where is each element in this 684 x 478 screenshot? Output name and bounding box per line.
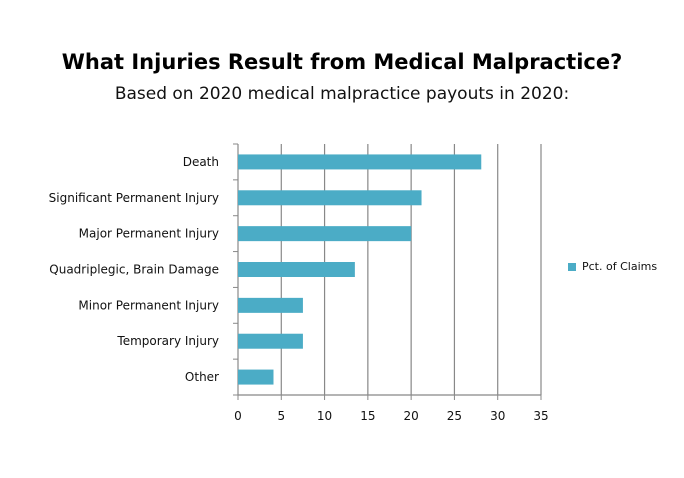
category-label: Temporary Injury xyxy=(116,334,219,348)
x-tick-label: 5 xyxy=(277,409,285,423)
bar xyxy=(238,369,274,385)
category-label: Minor Permanent Injury xyxy=(78,298,219,312)
x-tick-label: 20 xyxy=(404,409,419,423)
category-label: Significant Permanent Injury xyxy=(49,191,219,205)
bar xyxy=(238,190,422,206)
category-label: Quadriplegic, Brain Damage xyxy=(49,263,219,277)
x-tick-label: 10 xyxy=(317,409,332,423)
x-tick-label: 35 xyxy=(533,409,548,423)
bar xyxy=(238,154,482,170)
x-tick-label: 30 xyxy=(490,409,505,423)
legend: Pct. of Claims xyxy=(568,260,657,273)
x-tick-label: 0 xyxy=(234,409,242,423)
bar xyxy=(238,262,355,277)
bar xyxy=(238,226,412,242)
x-tick-label: 15 xyxy=(360,409,375,423)
category-label: Major Permanent Injury xyxy=(79,227,219,241)
legend-swatch xyxy=(568,262,576,271)
chart-subtitle: Based on 2020 medical malpractice payout… xyxy=(114,84,570,104)
legend-label: Pct. of Claims xyxy=(582,260,658,273)
category-label: Death xyxy=(183,155,219,169)
bar xyxy=(238,333,303,349)
bar xyxy=(238,297,303,313)
x-tick-label: 25 xyxy=(447,409,462,423)
chart-title: What Injuries Result from Medical Malpra… xyxy=(61,50,623,74)
category-label: Other xyxy=(185,370,219,384)
